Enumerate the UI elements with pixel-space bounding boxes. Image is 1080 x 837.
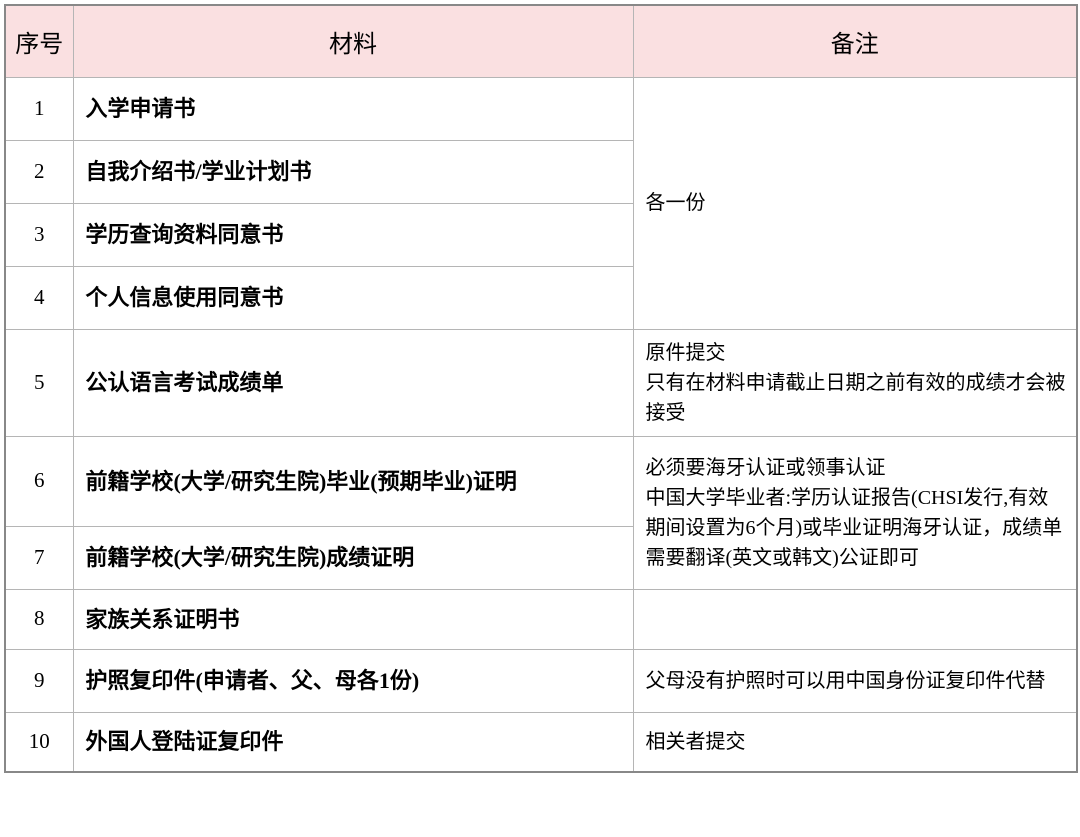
cell-note: 父母没有护照时可以用中国身份证复印件代替: [633, 649, 1077, 712]
cell-num: 2: [5, 140, 73, 203]
cell-num: 4: [5, 266, 73, 329]
cell-num: 10: [5, 712, 73, 772]
cell-num: 7: [5, 526, 73, 589]
table-row: 10 外国人登陆证复印件 相关者提交: [5, 712, 1077, 772]
table-row: 5 公认语言考试成绩单 原件提交只有在材料申请截止日期之前有效的成绩才会被接受: [5, 329, 1077, 436]
cell-material: 护照复印件(申请者、父、母各1份): [73, 649, 633, 712]
cell-material: 前籍学校(大学/研究生院)成绩证明: [73, 526, 633, 589]
cell-material: 自我介绍书/学业计划书: [73, 140, 633, 203]
cell-num: 6: [5, 436, 73, 526]
cell-num: 5: [5, 329, 73, 436]
cell-note: [633, 589, 1077, 649]
cell-note: 原件提交只有在材料申请截止日期之前有效的成绩才会被接受: [633, 329, 1077, 436]
cell-num: 3: [5, 203, 73, 266]
cell-note: 各一份: [633, 77, 1077, 329]
cell-num: 8: [5, 589, 73, 649]
cell-material: 入学申请书: [73, 77, 633, 140]
cell-num: 1: [5, 77, 73, 140]
cell-note: 必须要海牙认证或领事认证中国大学毕业者:学历认证报告(CHSI发行,有效期间设置…: [633, 436, 1077, 589]
cell-material: 家族关系证明书: [73, 589, 633, 649]
header-row: 序号 材料 备注: [5, 5, 1077, 77]
header-material: 材料: [73, 5, 633, 77]
header-note: 备注: [633, 5, 1077, 77]
cell-num: 9: [5, 649, 73, 712]
table-row: 1 入学申请书 各一份: [5, 77, 1077, 140]
materials-table: 序号 材料 备注 1 入学申请书 各一份 2 自我介绍书/学业计划书 3 学历查…: [4, 4, 1078, 773]
cell-note: 相关者提交: [633, 712, 1077, 772]
table-row: 6 前籍学校(大学/研究生院)毕业(预期毕业)证明 必须要海牙认证或领事认证中国…: [5, 436, 1077, 526]
table-row: 9 护照复印件(申请者、父、母各1份) 父母没有护照时可以用中国身份证复印件代替: [5, 649, 1077, 712]
cell-material: 学历查询资料同意书: [73, 203, 633, 266]
table-row: 8 家族关系证明书: [5, 589, 1077, 649]
cell-material: 公认语言考试成绩单: [73, 329, 633, 436]
cell-material: 前籍学校(大学/研究生院)毕业(预期毕业)证明: [73, 436, 633, 526]
cell-material: 外国人登陆证复印件: [73, 712, 633, 772]
header-num: 序号: [5, 5, 73, 77]
cell-material: 个人信息使用同意书: [73, 266, 633, 329]
